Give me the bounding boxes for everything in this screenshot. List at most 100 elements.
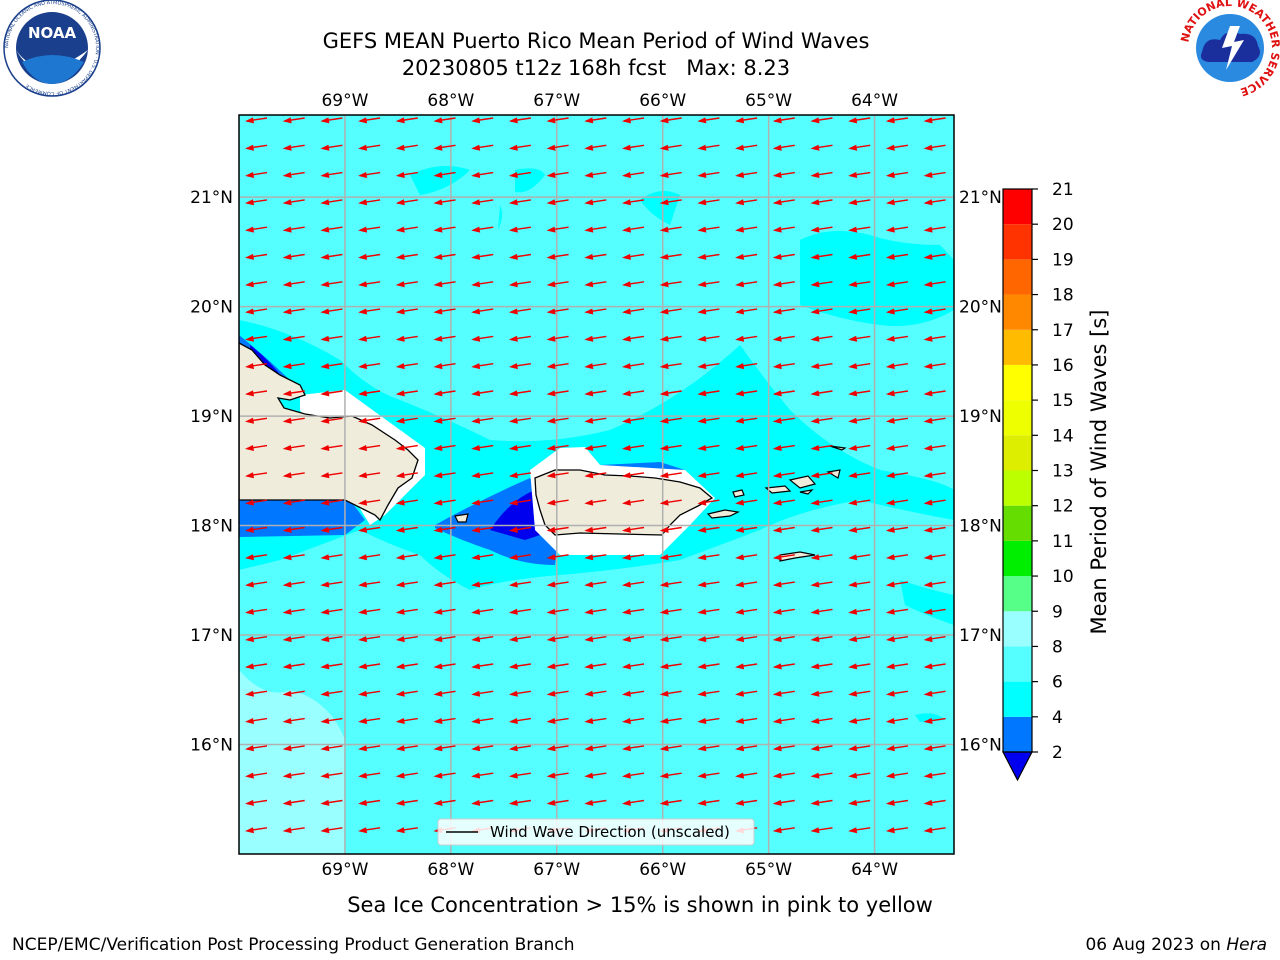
wind-arrow [282,499,305,506]
wind-arrow [395,827,418,834]
wind-arrow [471,855,493,861]
wind-arrow [622,417,645,424]
colorbar-label: Mean Period of Wind Waves [s] [1087,310,1111,635]
wind-arrow [584,253,607,260]
colorbar-tick-label: 20 [1052,215,1074,235]
wind-arrow [885,253,909,260]
wind-arrow [508,636,532,643]
wind-arrow [584,581,607,588]
wind-arrow [848,717,871,724]
wind-arrow [282,308,305,315]
wind-arrow [508,199,532,206]
wind-arrow [245,526,268,533]
wind-arrow [433,499,456,506]
wind-arrow [245,308,268,315]
wind-arrow [358,308,381,315]
y-tick-label-left: 18°N [190,517,233,537]
wind-arrow [735,717,758,724]
wind-arrow [320,499,343,506]
wind-arrow [546,171,569,178]
y-tick-labels-left: 16°N 17°N 18°N 19°N 20°N 21°N [190,188,233,755]
wind-arrow [659,608,682,615]
colorbar-segment [1003,435,1032,471]
wind-arrow [508,554,532,561]
wind-arrow [735,335,758,342]
wind-arrow [810,253,833,260]
colorbar-tick-label: 10 [1052,567,1074,587]
x-tick-label-top: 65°W [745,91,792,111]
wind-arrow [546,608,569,615]
wind-arrow [546,335,569,342]
wind-arrow [735,308,758,315]
wind-arrow [923,199,946,206]
wind-arrow [810,363,833,370]
wind-arrow [735,690,758,697]
colorbar-segment [1003,681,1032,717]
wind-arrow [358,199,381,206]
wind-arrow [508,144,532,151]
wind-arrow [282,226,305,233]
wind-arrow [923,608,946,615]
wind-arrow [923,444,946,451]
wind-arrow [622,472,645,479]
wind-arrow [320,526,343,533]
colorbar-tick-label: 8 [1052,637,1063,657]
wind-arrow [508,499,532,506]
wind-arrow [622,308,645,315]
wind-arrow [923,581,946,588]
colorbar-tick-label: 17 [1052,321,1074,341]
wind-arrow [772,636,795,643]
wind-arrow [923,117,946,124]
wind-arrow [885,144,909,151]
wind-arrow [282,581,305,588]
wind-arrow [659,390,682,397]
wind-arrow [433,472,456,479]
wind-arrow [772,554,795,561]
wind-arrow [508,581,532,588]
wind-arrow [282,363,305,370]
wind-arrow [848,281,871,288]
wind-arrow [584,417,607,424]
wind-arrow [885,199,909,206]
wind-arrow [622,335,645,342]
wind-arrow [622,690,645,697]
wind-arrow [885,308,909,315]
wind-arrow [395,663,418,670]
wind-arrow [622,171,645,178]
wind-arrow [395,554,418,561]
wind-arrow [282,745,305,752]
wind-arrow [395,144,418,151]
wind-arrow [848,144,871,151]
wind-arrow [659,799,682,806]
wind-arrow [245,363,268,370]
wind-arrow [735,608,758,615]
wind-arrow [395,199,418,206]
wind-arrow [772,335,795,342]
wind-arrow [320,390,343,397]
wind-arrow [885,390,909,397]
wind-arrow [320,581,343,588]
wind-arrow [358,608,381,615]
wind-arrow [885,226,909,233]
wind-arrow [508,335,532,342]
wind-arrow [659,199,682,206]
wind-arrow [810,499,833,506]
wind-arrow [320,199,343,206]
wind-arrow [622,226,645,233]
wind-arrow [433,308,456,315]
wind-arrow [772,799,795,806]
wind-arrow [245,499,268,506]
wind-arrow [772,526,795,533]
wind-arrow [320,363,343,370]
wind-arrow [810,663,833,670]
wind-arrow [546,636,569,643]
wind-arrow [584,608,607,615]
wind-arrow [697,608,720,615]
wind-arrow [508,444,532,451]
wind-arrow [659,171,682,178]
wind-arrow [395,444,418,451]
wind-arrow [433,581,456,588]
wind-arrow [923,171,946,178]
wind-arrow [923,772,946,779]
wind-arrow [546,444,569,451]
